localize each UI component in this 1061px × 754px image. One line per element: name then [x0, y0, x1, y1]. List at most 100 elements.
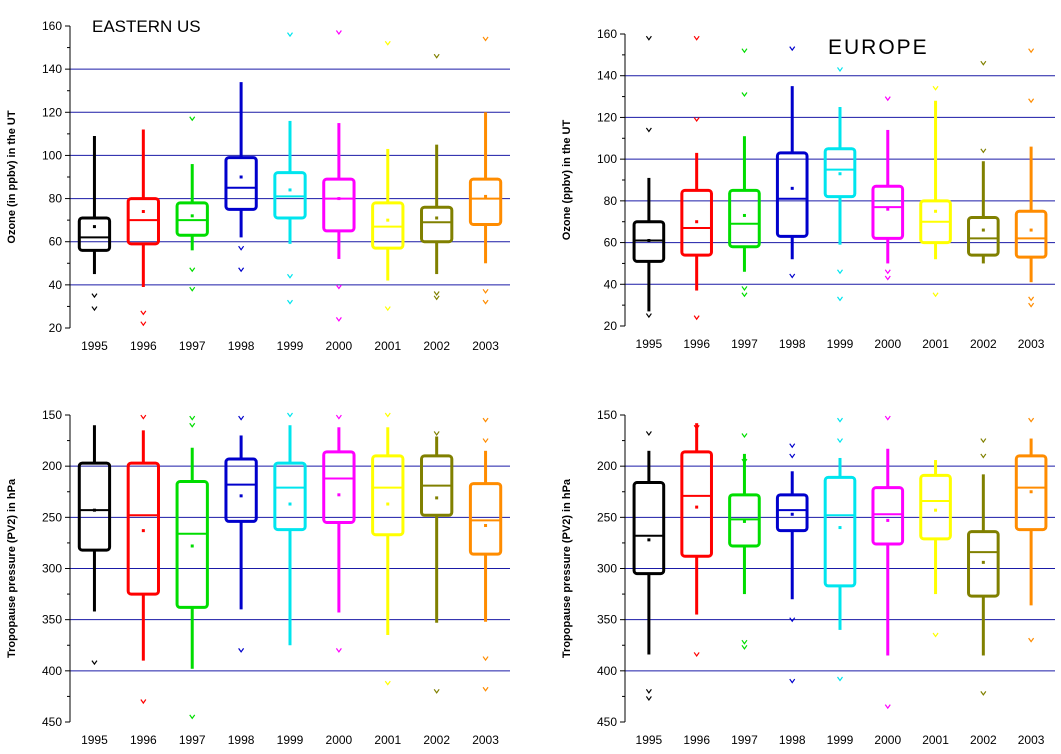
- x-tick-label: 2002: [970, 337, 997, 351]
- mean-marker: [386, 502, 390, 506]
- y-tick-label: 200: [597, 459, 617, 473]
- x-tick-label: 2000: [874, 733, 901, 747]
- outlier-marker: [433, 431, 440, 436]
- box-1998: [775, 443, 809, 684]
- outlier-marker: [645, 127, 652, 133]
- box-1998: [224, 415, 258, 653]
- y-tick-label: 160: [597, 27, 617, 41]
- box-iqr: [175, 201, 209, 237]
- y-tick-label: 350: [597, 613, 617, 627]
- x-tick-label: 1998: [228, 339, 255, 353]
- box-1998: [775, 46, 809, 279]
- outlier-marker: [932, 632, 939, 638]
- box-1996: [680, 35, 713, 321]
- outlier-marker: [980, 148, 987, 154]
- mean-marker: [386, 218, 390, 222]
- y-axis-label: Tropopause pressure (PV2) in hPa: [6, 478, 18, 658]
- outlier-marker: [335, 284, 342, 290]
- outlier-marker: [837, 296, 843, 302]
- box-1996: [126, 414, 160, 705]
- mean-marker: [981, 560, 985, 564]
- y-tick-label: 80: [604, 194, 618, 208]
- box-iqr: [967, 530, 1000, 598]
- mean-marker: [337, 493, 341, 497]
- outlier-marker: [189, 286, 196, 292]
- box-iqr: [224, 156, 258, 211]
- mean-marker: [934, 209, 938, 213]
- outlier-marker: [884, 275, 891, 281]
- outlier-marker: [980, 60, 987, 66]
- outlier-marker: [645, 35, 652, 41]
- box-1996: [680, 423, 713, 657]
- box-1997: [728, 433, 761, 650]
- outlier-marker: [482, 686, 489, 692]
- outlier-marker: [884, 415, 891, 421]
- outlier-marker: [741, 292, 748, 298]
- box-2001: [919, 460, 952, 638]
- outlier-marker: [1028, 417, 1035, 423]
- x-tick-label: 1999: [277, 733, 304, 747]
- y-tick-label: 80: [49, 192, 63, 206]
- mean-marker: [742, 519, 746, 523]
- box-iqr: [823, 147, 857, 199]
- box-iqr: [420, 205, 454, 244]
- outlier-marker: [645, 313, 652, 319]
- mean-marker: [981, 228, 985, 232]
- outlier-marker: [482, 656, 489, 662]
- mean-marker: [886, 518, 890, 522]
- outlier-marker: [1028, 98, 1035, 104]
- box-2002: [420, 431, 454, 694]
- outlier-marker: [238, 245, 245, 251]
- outlier-marker: [287, 412, 293, 418]
- outlier-marker: [980, 453, 987, 459]
- x-tick-label: 2000: [874, 337, 901, 351]
- y-tick-label: 150: [42, 408, 62, 422]
- outlier-marker: [693, 652, 700, 657]
- box-iqr: [871, 486, 905, 546]
- y-tick-label: 300: [597, 562, 617, 576]
- mean-marker: [190, 544, 194, 548]
- outlier-marker: [482, 288, 489, 294]
- box-2001: [371, 412, 405, 686]
- box-iqr: [680, 188, 713, 257]
- y-tick-label: 300: [42, 562, 62, 576]
- outlier-marker: [932, 85, 939, 91]
- outlier-marker: [189, 422, 196, 428]
- outlier-marker: [433, 295, 440, 301]
- outlier-marker: [433, 688, 440, 694]
- x-tick-label: 1995: [636, 733, 663, 747]
- x-tick-label: 1999: [277, 339, 304, 353]
- box-iqr: [680, 450, 713, 558]
- outlier-marker: [741, 639, 748, 645]
- mean-marker: [1029, 228, 1033, 232]
- outlier-marker: [482, 299, 489, 305]
- mean-marker: [288, 502, 292, 506]
- y-tick-label: 450: [42, 715, 62, 729]
- y-axis-label: Tropopause pressure (PV2) in hPa: [561, 478, 573, 658]
- y-axis-label: Ozone (ppbv) in the UT: [561, 120, 573, 241]
- mean-marker: [337, 197, 341, 201]
- chart-title: EUROPE: [828, 36, 929, 59]
- x-tick-label: 2000: [326, 733, 353, 747]
- outlier-marker: [789, 46, 796, 52]
- outlier-marker: [91, 306, 98, 312]
- x-tick-label: 1996: [130, 339, 157, 353]
- outlier-marker: [91, 293, 98, 299]
- x-tick-label: 1999: [827, 337, 854, 351]
- outlier-marker: [140, 310, 147, 316]
- outlier-marker: [482, 438, 489, 444]
- mean-marker: [695, 220, 699, 224]
- box-iqr: [775, 493, 809, 533]
- box-2000: [871, 96, 905, 281]
- box-iqr: [322, 177, 356, 233]
- y-axis-label: Ozone (in ppbv) in the UT: [6, 110, 18, 243]
- mean-marker: [239, 175, 243, 179]
- outlier-marker: [189, 714, 196, 720]
- box-iqr: [823, 475, 857, 588]
- box-iqr: [1014, 209, 1048, 259]
- box-1997: [175, 415, 209, 720]
- mean-marker: [190, 214, 194, 218]
- box-1996: [126, 129, 160, 327]
- box-iqr: [871, 184, 905, 240]
- x-tick-label: 2001: [374, 733, 401, 747]
